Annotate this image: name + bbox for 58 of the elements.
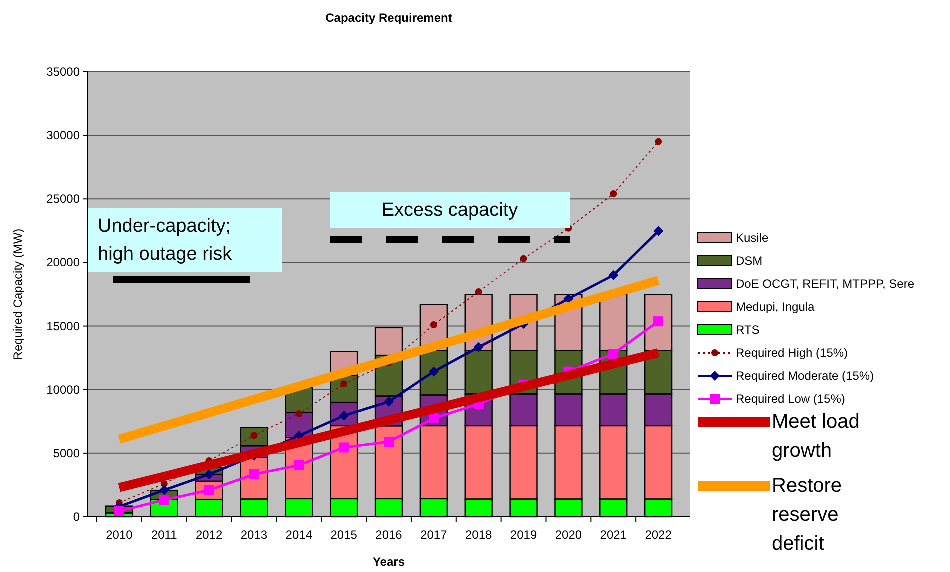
point <box>428 366 439 377</box>
y-tick-label: 15000 <box>46 319 80 334</box>
y-tick-label: 35000 <box>46 65 80 79</box>
point <box>655 138 662 146</box>
point <box>520 255 528 262</box>
x-tick-label: 2016 <box>376 528 403 542</box>
x-tick-label: 2020 <box>555 528 582 542</box>
y-tick-label: 5000 <box>53 446 80 460</box>
legend-label: Restore reserve deficit <box>772 475 842 555</box>
legend-label: Medupi, Ingula <box>736 300 816 314</box>
point <box>475 288 482 296</box>
point <box>249 470 260 480</box>
point <box>339 442 350 453</box>
x-tick-label: 2015 <box>330 528 358 542</box>
x-tick-label: 2017 <box>420 528 448 542</box>
x-tick-label: 2018 <box>466 528 493 542</box>
y-tick-label: 20000 <box>46 256 80 270</box>
point <box>608 270 619 280</box>
x-axis-title: Years <box>372 555 406 569</box>
point <box>654 226 664 236</box>
legend-label: Required High (15%) <box>736 346 848 360</box>
annotation: Excess capacity <box>382 200 519 221</box>
x-tick-label: 2019 <box>510 528 538 542</box>
y-tick-label: 10000 <box>46 382 80 397</box>
x-tick-label: 2011 <box>151 528 178 542</box>
y-tick-label: 30000 <box>46 128 80 143</box>
point <box>564 294 574 304</box>
point <box>608 349 619 360</box>
point <box>296 410 303 418</box>
legend-label: DoE OCGT, REFIT, MTPPP, Sere <box>736 277 915 291</box>
y-tick-label: 25000 <box>46 192 80 206</box>
y-tick-label: 0 <box>73 510 80 524</box>
point <box>430 322 438 329</box>
y-axis-title: Required Capacity (MW) <box>11 228 25 360</box>
point <box>654 316 664 327</box>
x-tick-label: 2021 <box>600 528 628 542</box>
point <box>610 190 618 198</box>
annotation: Under-capacity; high outage risk <box>98 216 233 265</box>
x-tick-label: 2010 <box>106 528 134 542</box>
legend-label: Required Low (15%) <box>736 392 846 406</box>
point <box>384 396 394 407</box>
point <box>114 506 124 516</box>
legend-label: Meet load growth <box>772 411 860 462</box>
legend-label: DSM <box>736 254 763 268</box>
x-tick-label: 2013 <box>240 528 268 542</box>
point <box>474 342 484 352</box>
x-tick-label: 2014 <box>286 528 313 542</box>
legend-label: RTS <box>736 323 760 337</box>
x-tick-label: 2022 <box>645 528 672 542</box>
point <box>294 460 304 471</box>
point <box>204 470 214 480</box>
point <box>428 414 439 424</box>
point <box>340 380 348 388</box>
x-tick-label: 2012 <box>196 528 223 542</box>
chart-title: Capacity Requirement <box>326 11 452 25</box>
legend-label: Kusile <box>736 231 770 245</box>
legend-label: Required Moderate (15%) <box>736 369 874 383</box>
point <box>384 436 394 447</box>
